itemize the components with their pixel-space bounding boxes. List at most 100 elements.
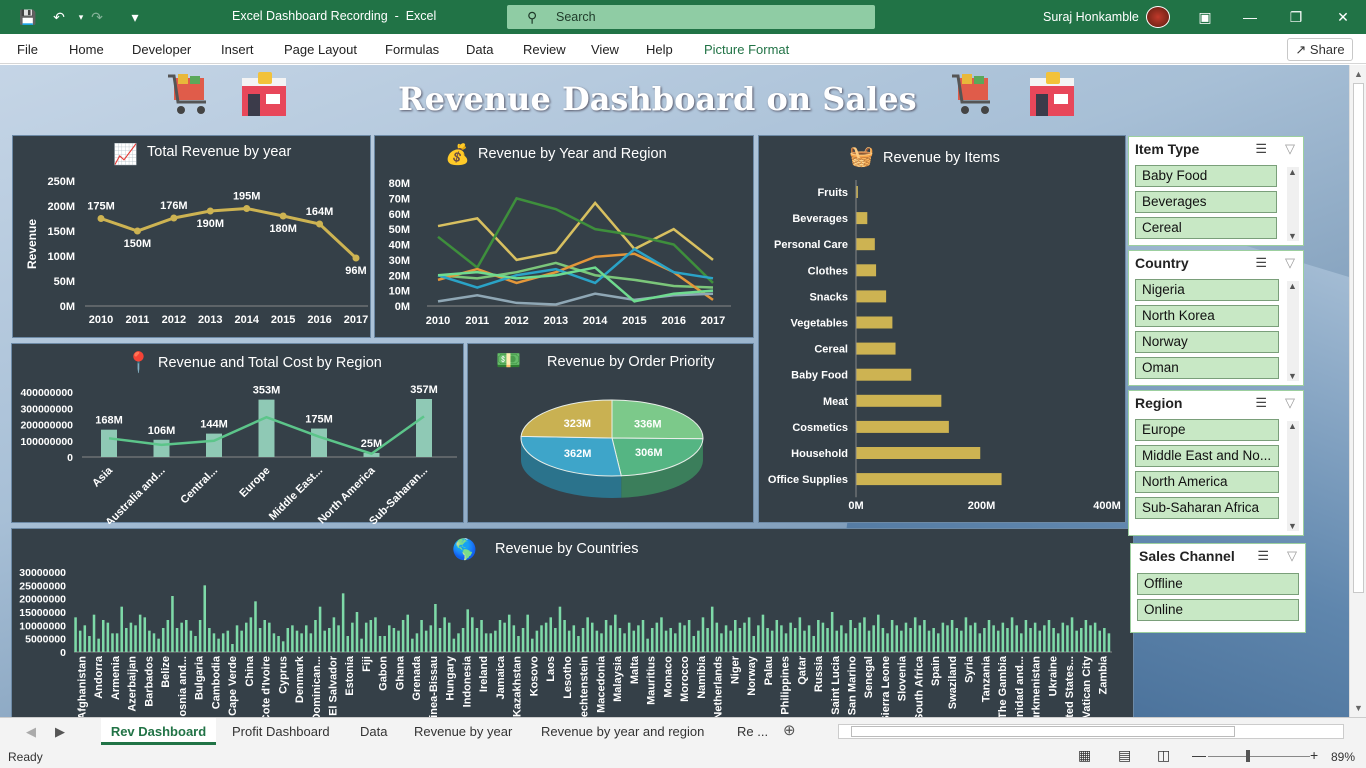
menu-page-layout[interactable]: Page Layout <box>284 42 358 57</box>
slicer-item[interactable]: Middle East and No... <box>1135 445 1279 467</box>
bar <box>913 617 917 652</box>
slicer-scrollbar[interactable]: ▲ ▼ <box>1287 421 1299 531</box>
undo-icon[interactable]: ↶ <box>53 9 65 25</box>
chart-revenue-by-year-and-region[interactable]: 💰 Revenue by Year and Region 0M 10M 20M 30M… <box>374 135 754 338</box>
slicer-item[interactable]: Beverages <box>1135 191 1277 213</box>
bar <box>572 625 576 652</box>
customize-toolbar-icon[interactable]: ▾ <box>131 9 139 25</box>
chart-revenue-by-order-priority[interactable]: 💵 Revenue by Order Priority 336M 306M 362M… <box>467 343 754 523</box>
bar <box>397 630 400 652</box>
prev-sheet-icon[interactable]: ◀ <box>26 724 36 739</box>
menu-developer[interactable]: Developer <box>132 42 192 57</box>
menu-formulas[interactable]: Formulas <box>385 42 440 57</box>
clear-filter-icon[interactable]: ▽ <box>1287 548 1297 563</box>
redo-icon[interactable]: ↷ <box>91 9 103 25</box>
undo-dropdown-icon[interactable]: ▾ <box>78 12 84 22</box>
scroll-down-icon[interactable]: ▼ <box>1288 231 1297 241</box>
menu-insert[interactable]: Insert <box>221 42 254 57</box>
multi-select-icon[interactable]: ☰ <box>1255 141 1267 156</box>
zoom-slider[interactable] <box>1208 756 1310 757</box>
slicer-item[interactable]: Nigeria <box>1135 279 1279 301</box>
scroll-down-icon[interactable]: ▼ <box>1288 521 1297 531</box>
bar <box>856 264 877 277</box>
zoom-level[interactable]: 89% <box>1331 750 1356 764</box>
slicer-item[interactable]: Online <box>1137 599 1299 621</box>
multi-select-icon[interactable]: ☰ <box>1255 255 1267 270</box>
zoom-in-icon[interactable]: + <box>1310 747 1319 763</box>
scroll-thumb[interactable] <box>1353 83 1364 593</box>
chart-total-revenue-by-year[interactable]: 📈 Total Revenue by year 0M 50M 100M 150M 200… <box>12 135 371 338</box>
slicer-item[interactable]: Oman <box>1135 357 1279 379</box>
avatar[interactable] <box>1146 6 1170 28</box>
scroll-up-icon[interactable]: ▲ <box>1288 167 1297 177</box>
search-box[interactable]: ⚲ Search <box>507 5 875 29</box>
slicer-scrollbar[interactable]: ▲ ▼ <box>1287 281 1299 381</box>
slicer-item[interactable]: North America <box>1135 471 1279 493</box>
slicer-region[interactable]: Region ☰ ▽ Europe Middle East and No... … <box>1128 390 1304 536</box>
x-tick-label: Estonia <box>344 655 356 696</box>
tab-rev-dashboard[interactable]: Rev Dashboard <box>101 718 216 745</box>
normal-view-icon[interactable]: ▦ <box>1078 747 1092 763</box>
bar <box>803 630 806 652</box>
slicer-item[interactable]: Europe <box>1135 419 1279 441</box>
page-break-view-icon[interactable]: ◫ <box>1157 747 1171 763</box>
zoom-slider-thumb[interactable] <box>1246 750 1250 762</box>
slicer-item[interactable]: Baby Food <box>1135 165 1277 187</box>
menu-file[interactable]: File <box>17 42 38 57</box>
slicer-sales-channel[interactable]: Sales Channel ☰ ▽ Offline Online <box>1130 543 1306 633</box>
slicer-item[interactable]: North Korea <box>1135 305 1279 327</box>
bar <box>272 633 276 652</box>
tab-data[interactable]: Data <box>360 724 388 739</box>
menu-home[interactable]: Home <box>69 42 104 57</box>
page-layout-view-icon[interactable]: ▤ <box>1118 747 1132 763</box>
minimize-icon[interactable]: — <box>1243 9 1257 25</box>
tab-revenue-by-year[interactable]: Revenue by year <box>414 724 513 739</box>
data-label: 306M <box>635 447 663 459</box>
scroll-up-icon[interactable]: ▲ <box>1288 281 1297 291</box>
menu-view[interactable]: View <box>591 42 619 57</box>
horizontal-scrollbar[interactable] <box>838 724 1344 739</box>
horizontal-scroll-thumb[interactable] <box>851 726 1235 737</box>
clear-filter-icon[interactable]: ▽ <box>1285 141 1295 156</box>
scroll-down-icon[interactable]: ▼ <box>1288 371 1297 381</box>
tab-more[interactable]: Re ... <box>737 724 769 739</box>
chart-revenue-by-items[interactable]: 🧺 Revenue by Items Fruits Beverages Person… <box>758 135 1126 523</box>
scroll-up-icon[interactable]: ▲ <box>1354 69 1363 79</box>
slicer-item[interactable]: Offline <box>1137 573 1299 595</box>
menu-review[interactable]: Review <box>523 42 566 57</box>
scroll-down-icon[interactable]: ▼ <box>1354 703 1363 713</box>
user-name[interactable]: Suraj Honkamble <box>1043 10 1139 24</box>
clear-filter-icon[interactable]: ▽ <box>1285 395 1295 410</box>
menu-data[interactable]: Data <box>466 42 494 57</box>
x-tick-label: Cyprus <box>277 656 289 694</box>
slicer-item[interactable]: Cereal <box>1135 217 1277 239</box>
slicer-item[interactable]: Sub-Saharan Africa <box>1135 497 1279 519</box>
add-sheet-icon[interactable]: ⊕ <box>783 722 796 739</box>
slicer-item[interactable]: Norway <box>1135 331 1279 353</box>
slicer-scrollbar[interactable]: ▲ ▼ <box>1287 167 1299 241</box>
close-icon[interactable]: ✕ <box>1337 9 1349 25</box>
menu-picture-format[interactable]: Picture Format <box>704 42 790 57</box>
chart-revenue-and-cost-by-region[interactable]: 📍 Revenue and Total Cost by Region 0 1000… <box>11 343 464 524</box>
tab-revenue-by-year-and-region[interactable]: Revenue by year and region <box>541 724 705 739</box>
slicer-item-type[interactable]: Item Type ☰ ▽ Baby Food Beverages Cereal… <box>1128 136 1304 246</box>
x-tick-label: Asia <box>90 464 116 490</box>
vertical-scrollbar[interactable]: ▲ ▼ <box>1349 65 1366 717</box>
next-sheet-icon[interactable]: ▶ <box>55 724 65 739</box>
save-icon[interactable]: 💾 <box>19 9 37 25</box>
ribbon-display-icon[interactable]: ▣ <box>1198 9 1212 25</box>
slicer-country[interactable]: Country ☰ ▽ Nigeria North Korea Norway O… <box>1128 250 1304 386</box>
chart-revenue-by-countries[interactable]: 🌎 Revenue by Countries 0 5000000 10000000 1… <box>11 528 1134 718</box>
menu-help[interactable]: Help <box>646 42 673 57</box>
scroll-up-icon[interactable]: ▲ <box>1288 421 1297 431</box>
zoom-out-icon[interactable]: — <box>1192 747 1206 763</box>
restore-icon[interactable]: ❐ <box>1289 9 1303 25</box>
share-button[interactable]: ↗ Share <box>1287 38 1353 61</box>
tab-profit-dashboard[interactable]: Profit Dashboard <box>232 724 330 739</box>
multi-select-icon[interactable]: ☰ <box>1255 395 1267 410</box>
bar <box>650 628 654 652</box>
multi-select-icon[interactable]: ☰ <box>1257 548 1269 563</box>
x-tick-label: Russia <box>813 655 825 692</box>
bar <box>1029 628 1032 652</box>
clear-filter-icon[interactable]: ▽ <box>1285 255 1295 270</box>
